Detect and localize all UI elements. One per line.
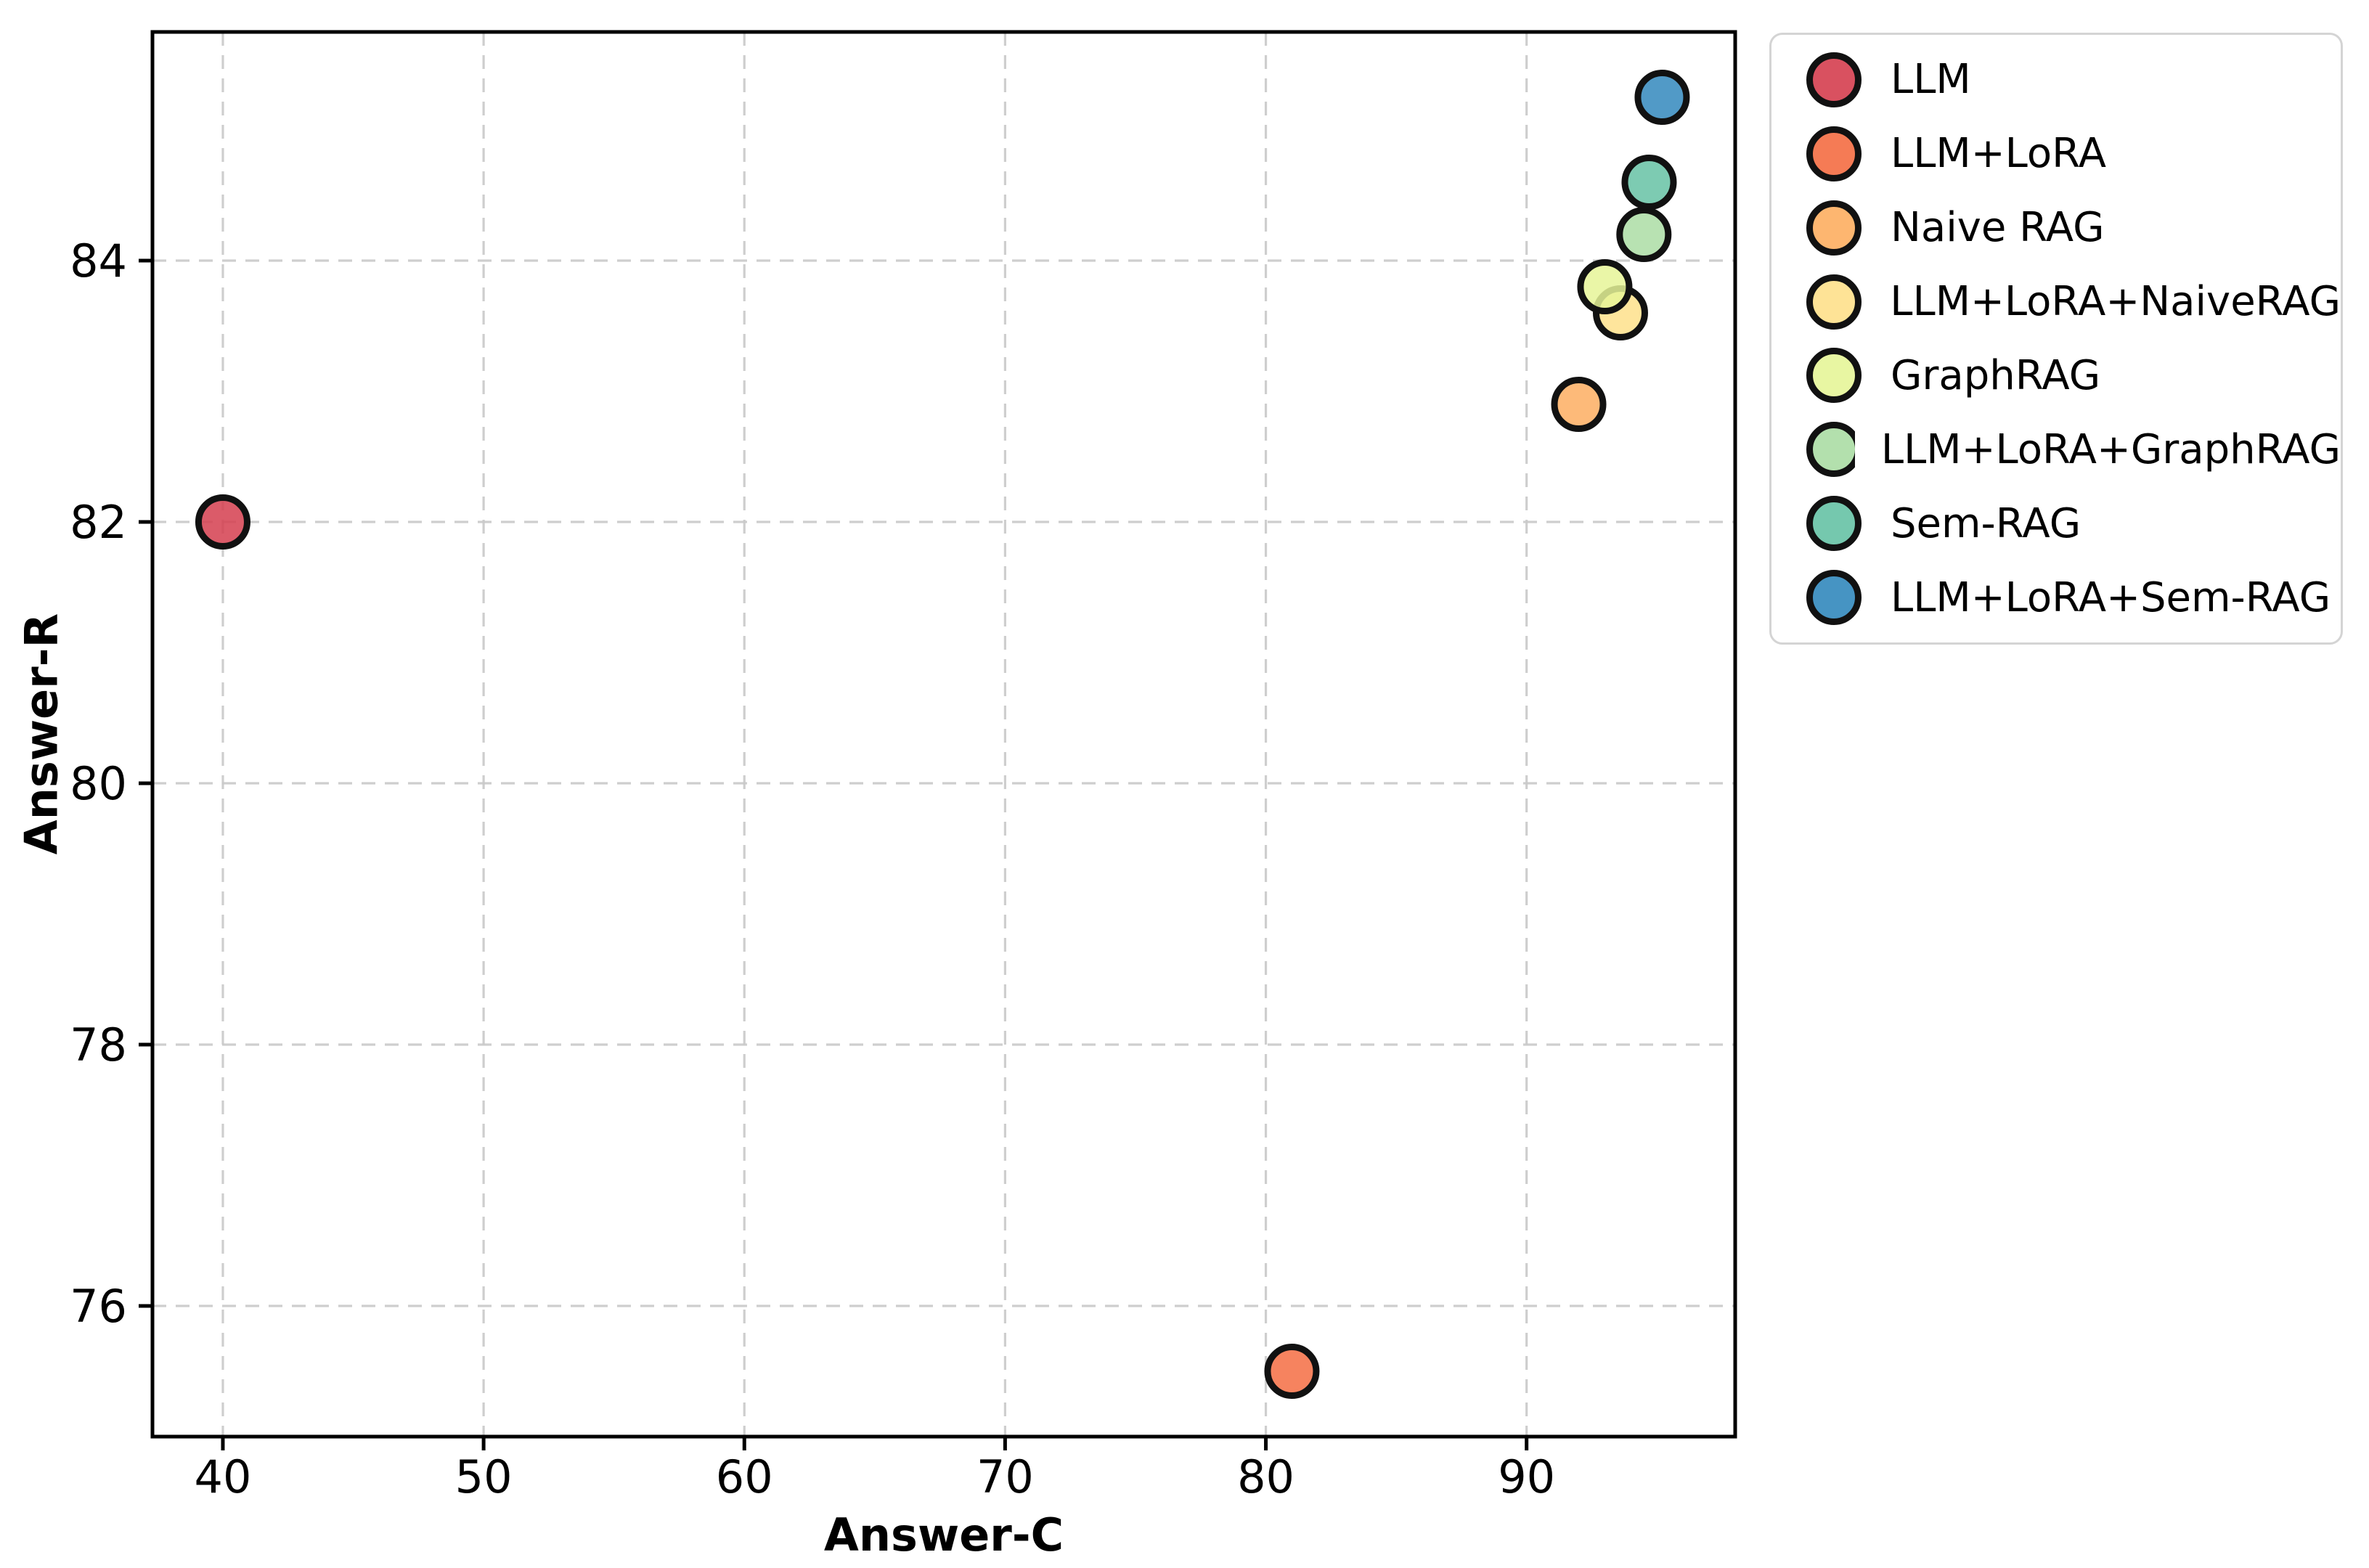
data-point-graphrag — [1577, 259, 1633, 314]
x-tick-label-40: 40 — [195, 1450, 252, 1503]
legend-marker-circle — [1806, 496, 1862, 552]
legend-item-graphrag: GraphRAG — [1803, 339, 2341, 412]
legend-item-naive-rag: Naive RAG — [1803, 192, 2341, 264]
legend-label: LLM+LoRA+GraphRAG — [1880, 425, 2341, 473]
x-tick-label-50: 50 — [455, 1450, 513, 1503]
legend-marker-llm-lora-naiverag-icon — [1806, 274, 1862, 330]
x-tick-label-90: 90 — [1498, 1450, 1555, 1503]
legend-item-llm-lora-sem-rag: LLM+LoRA+Sem-RAG — [1803, 561, 2341, 634]
y-tick-label-82: 82 — [70, 496, 127, 549]
y-axis-label: Answer-R — [15, 613, 68, 855]
x-tick-label-80: 80 — [1237, 1450, 1294, 1503]
data-point-llm-lora — [1264, 1344, 1320, 1399]
y-tick-label-80: 80 — [70, 757, 127, 810]
legend-marker-llm-lora-icon — [1806, 126, 1862, 181]
legend-item-sem-rag: Sem-RAG — [1803, 487, 2341, 560]
legend-label: Naive RAG — [1891, 204, 2105, 252]
x-axis-label: Answer-C — [823, 1508, 1064, 1561]
legend-marker-llm-lora-sem-rag-icon — [1806, 570, 1862, 625]
x-tick-label-70: 70 — [976, 1450, 1034, 1503]
y-tick-label-84: 84 — [70, 234, 127, 287]
legend-item-llm: LLM — [1803, 44, 2341, 116]
legend-label: LLM+LoRA+Sem-RAG — [1891, 573, 2331, 621]
legend-marker-sem-rag-icon — [1806, 496, 1862, 552]
data-point-llm-lora-sem-rag — [1634, 70, 1690, 125]
legend-marker-circle — [1806, 274, 1862, 330]
y-tick-label-78: 78 — [70, 1018, 127, 1071]
legend: LLM LLM+LoRA Naive RAG LLM+LoRA+NaiveRAG Gra… — [1769, 33, 2343, 645]
data-point-llm — [195, 494, 250, 550]
legend-marker-circle — [1806, 570, 1862, 625]
data-point-sem-rag — [1621, 155, 1677, 210]
legend-marker-graphrag-icon — [1806, 348, 1862, 404]
legend-item-llm-lora-graphrag: LLM+LoRA+GraphRAG — [1803, 413, 2341, 486]
legend-marker-llm-icon — [1806, 52, 1862, 107]
y-tick-label-76: 76 — [70, 1280, 127, 1333]
legend-marker-llm-lora-graphrag-icon — [1806, 422, 1855, 478]
plot-border — [150, 30, 1737, 1439]
legend-marker-circle — [1806, 126, 1862, 181]
legend-marker-naive-rag-icon — [1806, 200, 1862, 256]
legend-label: LLM+LoRA — [1891, 130, 2107, 178]
legend-label: Sem-RAG — [1891, 499, 2081, 547]
x-tick-label-60: 60 — [716, 1450, 773, 1503]
legend-label: GraphRAG — [1891, 351, 2101, 399]
legend-marker-circle — [1806, 422, 1855, 478]
legend-label: LLM+LoRA+NaiveRAG — [1890, 278, 2341, 325]
legend-item-llm-lora: LLM+LoRA — [1803, 118, 2341, 190]
legend-item-llm-lora-naiverag: LLM+LoRA+NaiveRAG — [1803, 266, 2341, 338]
data-point-naive-rag — [1551, 377, 1607, 432]
legend-marker-circle — [1806, 348, 1862, 404]
data-point-llm-lora-graphrag — [1616, 207, 1672, 262]
legend-marker-circle — [1806, 200, 1862, 256]
legend-marker-circle — [1806, 52, 1862, 107]
legend-label: LLM — [1891, 56, 1971, 104]
